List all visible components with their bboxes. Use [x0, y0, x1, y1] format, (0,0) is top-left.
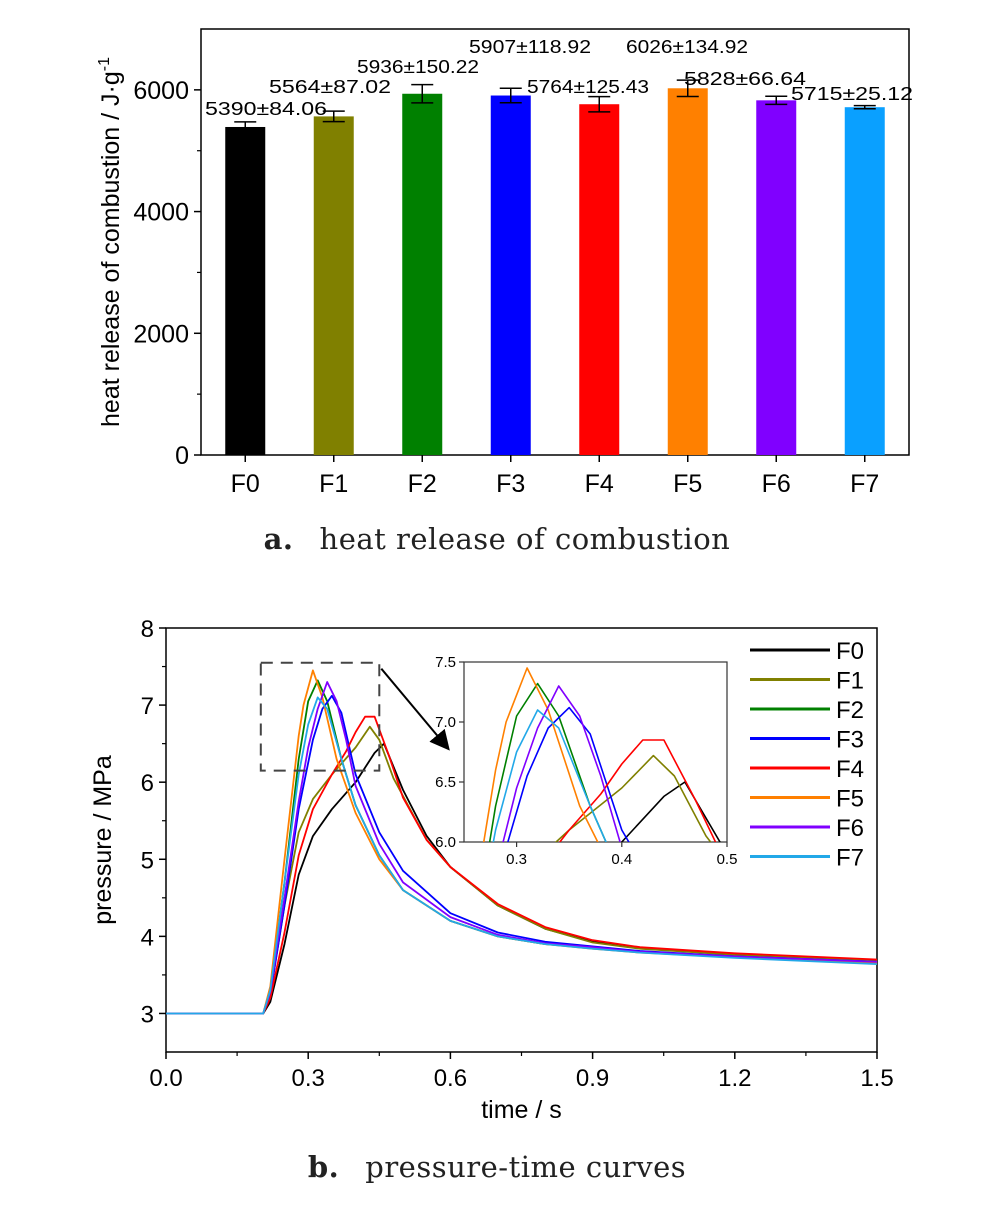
x-tick-label: F0 [231, 470, 260, 498]
caption-b-text: pressure-time curves [365, 1150, 687, 1184]
legend-label-F0: F0 [836, 638, 864, 665]
inset-x-tick-label: 0.5 [717, 851, 738, 868]
bar-F7 [844, 107, 885, 456]
y-tick-label: 0 [175, 442, 189, 470]
data-label-F4: 5764±125.43 [527, 77, 649, 97]
x-tick-label: 1.5 [860, 1065, 893, 1092]
x-tick-label: F7 [850, 470, 879, 498]
y-tick-label: 4000 [133, 199, 189, 227]
x-tick-label: F1 [319, 470, 348, 498]
y-axis-label: heat release of combustion / J·g-1 [96, 57, 125, 427]
bar-F6 [756, 100, 797, 455]
inset-y-tick-label: 7.0 [435, 714, 456, 731]
y-tick-label: 7 [141, 693, 154, 720]
caption-b-letter: b. [307, 1150, 340, 1184]
x-axis-label: time / s [481, 1096, 562, 1124]
caption-a-letter: a. [263, 522, 294, 556]
inset-x-tick-label: 0.3 [506, 851, 527, 868]
inset-y-tick-label: 7.5 [435, 654, 456, 671]
data-label-F0: 5390±84.06 [205, 99, 327, 119]
bar-F3 [490, 95, 531, 456]
x-tick-label: F2 [408, 470, 437, 498]
caption-a-text: heat release of combustion [319, 522, 731, 556]
x-tick-label: 0.0 [149, 1065, 182, 1092]
y-tick-label: 8 [141, 616, 154, 643]
x-tick-label: F3 [496, 470, 525, 498]
inset-y-tick-label: 6.0 [435, 834, 456, 851]
inset-line-F6 [502, 685, 621, 842]
y-tick-label: 3 [141, 1001, 154, 1028]
legend-label-F5: F5 [836, 786, 864, 813]
x-tick-label: 1.2 [718, 1065, 751, 1092]
bar-F5 [667, 88, 708, 456]
inset-line-F4 [558, 739, 717, 842]
inset-lines [482, 667, 721, 842]
x-tick-label: F4 [585, 470, 614, 498]
legend-label-F7: F7 [836, 845, 864, 872]
legend-label-F6: F6 [836, 815, 864, 842]
inset-line-F1 [554, 754, 712, 842]
caption-b: b. pressure-time curves [0, 1150, 994, 1184]
data-label-F6: 5828±66.64 [684, 69, 806, 89]
inset-line-F0 [620, 781, 721, 842]
plot-frame [200, 28, 910, 456]
zoom-box [259, 661, 381, 772]
data-label-F1: 5564±87.02 [269, 77, 391, 97]
inset-y-tick-label: 6.5 [435, 774, 456, 791]
y-tick-label: 2000 [133, 320, 189, 348]
x-tick-label: F5 [673, 470, 702, 498]
data-label-F5: 6026±134.92 [626, 37, 748, 57]
data-label-F7: 5715±25.12 [791, 84, 913, 104]
y-tick-label: 6 [141, 770, 154, 797]
x-tick-label: 0.6 [434, 1065, 467, 1092]
inset-x-tick-label: 0.4 [611, 851, 632, 868]
line-chart: 0.0 0.3 0.6 0.9 1.2 1.5 3 4 5 6 7 8 time / s pressure… [89, 616, 894, 1124]
inset-plot: 0.3 0.4 0.5 6.0 6.5 7.0 7.5 [380, 654, 738, 868]
series-line-F4 [166, 715, 877, 1015]
bar-F0 [225, 126, 266, 455]
bar-F1 [313, 116, 354, 455]
bar-F2 [402, 93, 443, 455]
inset-line-F3 [507, 706, 630, 842]
legend-label-F3: F3 [836, 727, 864, 754]
legend-label-F4: F4 [836, 756, 864, 783]
legend-label-F2: F2 [836, 697, 864, 724]
series-line-F7 [166, 696, 877, 1015]
bar-F4 [579, 104, 620, 456]
series-lines [166, 669, 877, 1015]
legend-label-F1: F1 [836, 668, 864, 695]
y-tick-label: 5 [141, 847, 154, 874]
series-line-F6 [166, 681, 877, 1015]
y-tick-label: 6000 [133, 77, 189, 105]
x-tick-label: 0.3 [292, 1065, 325, 1092]
data-label-F2: 5936±150.22 [357, 57, 479, 77]
data-label-F3: 5907±118.92 [469, 37, 591, 57]
y-axis-label: pressure / MPa [89, 755, 117, 925]
zoom-arrow [380, 668, 450, 751]
y-tick-label: 4 [141, 924, 154, 951]
bar-chart: 0 2000 4000 6000 heat release of combustion … [96, 28, 913, 498]
caption-a: a. heat release of combustion [0, 522, 994, 556]
x-tick-label: 0.9 [576, 1065, 609, 1092]
x-tick-label: F6 [762, 470, 791, 498]
